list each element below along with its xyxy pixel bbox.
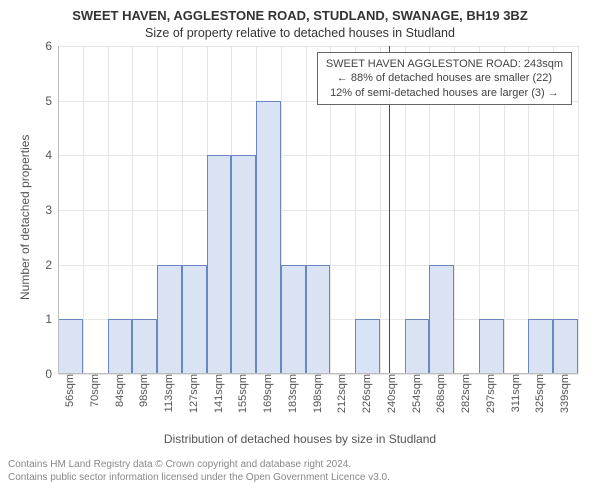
y-tick-label: 3 — [45, 203, 58, 217]
x-tick-label: 155sqm — [231, 374, 249, 413]
plot-area: SWEET HAVEN AGGLESTONE ROAD: 243sqm ← 88… — [58, 46, 578, 374]
x-tick-label: 70sqm — [83, 374, 101, 407]
x-tick-label: 226sqm — [355, 374, 373, 413]
bar — [231, 155, 256, 374]
bar — [281, 265, 306, 374]
bar — [132, 319, 157, 374]
figure-title-2: Size of property relative to detached ho… — [0, 26, 600, 40]
x-tick-label: 212sqm — [330, 374, 348, 413]
x-tick-label: 268sqm — [429, 374, 447, 413]
y-tick-label: 6 — [45, 39, 58, 53]
bar — [108, 319, 133, 374]
x-tick-label: 141sqm — [207, 374, 225, 413]
x-tick-label: 282sqm — [454, 374, 472, 413]
footer-line-2: Contains public sector information licen… — [8, 471, 592, 484]
bar — [182, 265, 207, 374]
y-axis-label: Number of detached properties — [18, 135, 32, 300]
bar — [405, 319, 430, 374]
x-axis-label: Distribution of detached houses by size … — [0, 432, 600, 446]
x-tick-label: 240sqm — [380, 374, 398, 413]
annotation-box: SWEET HAVEN AGGLESTONE ROAD: 243sqm ← 88… — [317, 52, 572, 105]
bar — [207, 155, 232, 374]
figure-title-1: SWEET HAVEN, AGGLESTONE ROAD, STUDLAND, … — [0, 8, 600, 23]
y-tick-label: 5 — [45, 94, 58, 108]
x-tick-label: 339sqm — [553, 374, 571, 413]
x-tick-label: 325sqm — [528, 374, 546, 413]
footer-attribution: Contains HM Land Registry data © Crown c… — [8, 458, 592, 484]
x-axis-line — [58, 373, 578, 374]
x-tick-label: 127sqm — [182, 374, 200, 413]
y-tick-label: 4 — [45, 148, 58, 162]
annotation-line-2: ← 88% of detached houses are smaller (22… — [326, 71, 563, 85]
x-tick-label: 183sqm — [281, 374, 299, 413]
gridline-v — [578, 46, 579, 374]
x-tick-label: 113sqm — [157, 374, 175, 412]
figure: SWEET HAVEN, AGGLESTONE ROAD, STUDLAND, … — [0, 0, 600, 500]
bar — [355, 319, 380, 374]
y-tick-label: 1 — [45, 312, 58, 326]
x-tick-label: 254sqm — [405, 374, 423, 413]
x-tick-label: 56sqm — [58, 374, 76, 407]
x-tick-label: 169sqm — [256, 374, 274, 413]
y-axis-line — [58, 46, 59, 374]
footer-line-1: Contains HM Land Registry data © Crown c… — [8, 458, 592, 471]
y-tick-label: 0 — [45, 367, 58, 381]
bar — [157, 265, 182, 374]
bar — [429, 265, 454, 374]
annotation-line-3: 12% of semi-detached houses are larger (… — [326, 86, 563, 100]
x-tick-label: 84sqm — [108, 374, 126, 407]
bar — [553, 319, 578, 374]
bar — [528, 319, 553, 374]
x-tick-label: 198sqm — [306, 374, 324, 413]
y-tick-label: 2 — [45, 258, 58, 272]
bar — [58, 319, 83, 374]
bar — [479, 319, 504, 374]
x-tick-label: 98sqm — [132, 374, 150, 407]
annotation-line-1: SWEET HAVEN AGGLESTONE ROAD: 243sqm — [326, 57, 563, 71]
x-tick-label: 297sqm — [479, 374, 497, 413]
bar — [256, 101, 281, 374]
x-tick-label: 311sqm — [504, 374, 522, 412]
bar — [306, 265, 331, 374]
